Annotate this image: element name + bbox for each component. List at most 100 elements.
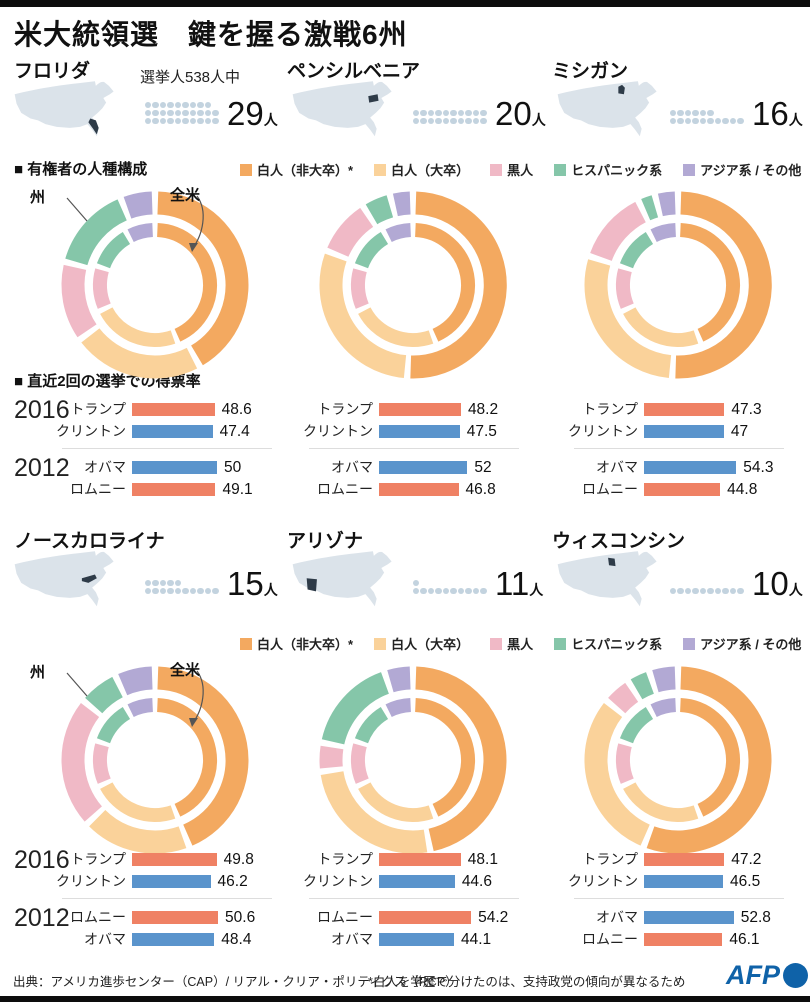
electoral-vote-dot <box>450 118 457 125</box>
person-suffix: 人 <box>788 582 803 598</box>
electoral-vote-dot <box>442 110 450 117</box>
vote-bar <box>644 483 721 496</box>
electoral-vote-dot <box>677 118 684 125</box>
donut-inner-national-ring-segment <box>385 223 412 243</box>
legend-color-chip <box>374 163 387 176</box>
candidate-label: オバマ <box>84 931 126 947</box>
vote-value: 46.8 <box>465 481 496 498</box>
electoral-vote-dot <box>480 118 487 125</box>
electoral-vote-dot <box>699 588 707 595</box>
donut-chart <box>303 655 523 865</box>
electoral-dot-row <box>670 118 745 126</box>
legend-item: ヒスパニック系 <box>554 634 662 653</box>
electoral-vote-dot <box>480 110 487 117</box>
vote-value: 52.8 <box>740 909 771 926</box>
electoral-vote-dot <box>714 588 722 595</box>
us-map-silhouette <box>14 81 114 137</box>
electoral-dot-row <box>670 588 745 596</box>
source-text: 出典：アメリカ進歩センター（CAP）/ リアル・クリア・ポリティクス（RCP） <box>13 975 458 989</box>
candidate-label: ロムニー <box>70 481 126 497</box>
donut-inner-national-ring-segment <box>156 223 217 342</box>
year-label: 2016 <box>14 396 70 424</box>
donut-outer-state-ring-segment <box>675 191 772 379</box>
electoral-vote-dot <box>480 588 487 595</box>
electoral-vote-dot <box>427 118 435 125</box>
electoral-count-number: 15 <box>227 565 264 602</box>
electoral-vote-dot <box>189 118 197 125</box>
donut-outer-state-ring-segment <box>584 259 672 379</box>
state-name: アリゾナ <box>287 531 364 552</box>
donut-inner-national-ring-segment <box>623 307 699 347</box>
vote-bar <box>644 461 737 474</box>
electoral-vote-dot <box>182 118 189 125</box>
electoral-dot-row <box>413 588 488 596</box>
legend-item: アジア系 / その他 <box>683 160 801 179</box>
electoral-vote-dot <box>204 102 212 109</box>
electoral-vote-dot <box>450 588 457 595</box>
electoral-vote-dot <box>189 102 197 109</box>
state-ring-pointer-line <box>66 672 88 697</box>
electoral-vote-dot <box>413 580 420 587</box>
electoral-vote-dot <box>472 118 480 125</box>
electoral-vote-dot <box>677 588 684 595</box>
us-map <box>10 548 122 616</box>
legend-item: ヒスパニック系 <box>554 160 662 179</box>
florida-state-highlight <box>88 118 99 135</box>
candidate-label: クリントン <box>303 423 373 439</box>
bottom-rule <box>0 996 810 1002</box>
us-map-silhouette <box>14 551 114 607</box>
donut-outer-state-ring-segment <box>415 666 507 852</box>
vote-value: 46.5 <box>730 873 761 890</box>
vote-bar <box>132 853 217 866</box>
legend-label: ヒスパニック系 <box>571 163 663 178</box>
state-ring-label: 州 <box>30 189 46 206</box>
vote-value: 50 <box>224 459 242 476</box>
vote-bar <box>644 875 724 888</box>
electoral-dots <box>145 102 220 126</box>
legend-color-chip <box>490 637 503 650</box>
electoral-vote-dot <box>684 588 692 595</box>
donut-outer-state-ring-segment <box>65 199 128 266</box>
vote-value: 48.1 <box>467 851 498 868</box>
legend-item: アジア系 / その他 <box>683 634 801 653</box>
vote-value: 48.6 <box>221 401 252 418</box>
us-map <box>288 548 400 616</box>
vote-bar <box>379 461 468 474</box>
electoral-count: 11人 <box>495 567 543 600</box>
person-suffix: 人 <box>531 112 546 128</box>
person-suffix: 人 <box>263 582 278 598</box>
electoral-vote-dot <box>159 588 167 595</box>
legend-item: 黒人 <box>490 160 533 179</box>
donut-outer-state-ring-segment <box>118 666 153 696</box>
electoral-count: 15人 <box>227 567 278 600</box>
electoral-dot-row <box>413 118 488 126</box>
donut-outer-state-ring-segment <box>646 666 772 854</box>
electoral-dot-row <box>413 110 488 118</box>
state-name: ミシガン <box>552 61 629 82</box>
candidate-label: ロムニー <box>582 931 638 947</box>
legend-item: 白人（非大卒）* <box>240 634 353 653</box>
electoral-vote-dot <box>152 102 159 109</box>
electoral-count-number: 11 <box>495 565 530 602</box>
electoral-vote-dot <box>692 588 699 595</box>
donut-outer-state-ring-segment <box>61 702 103 822</box>
page-title: 米大統領選 鍵を握る激戦6州 <box>14 19 408 50</box>
electoral-count: 10人 <box>752 567 803 600</box>
electoral-vote-dot <box>729 588 737 595</box>
donut-outer-state-ring-segment <box>61 264 97 338</box>
electoral-dot-row <box>145 102 220 110</box>
michigan-state-highlight <box>618 84 625 95</box>
candidate-label: クリントン <box>56 873 126 889</box>
donut-inner-national-ring-segment <box>679 698 740 817</box>
electoral-vote-dot <box>699 118 707 125</box>
vote-value: 47.4 <box>219 423 250 440</box>
vote-bar <box>132 425 213 438</box>
electoral-vote-dot <box>472 588 480 595</box>
electoral-vote-dot <box>722 118 729 125</box>
donut-inner-national-ring-segment <box>650 698 677 718</box>
electoral-vote-dot <box>197 588 204 595</box>
electoral-count: 20人 <box>495 97 546 130</box>
legend-item: 白人（大卒） <box>374 160 469 179</box>
donut-outer-state-ring-segment <box>410 191 507 379</box>
